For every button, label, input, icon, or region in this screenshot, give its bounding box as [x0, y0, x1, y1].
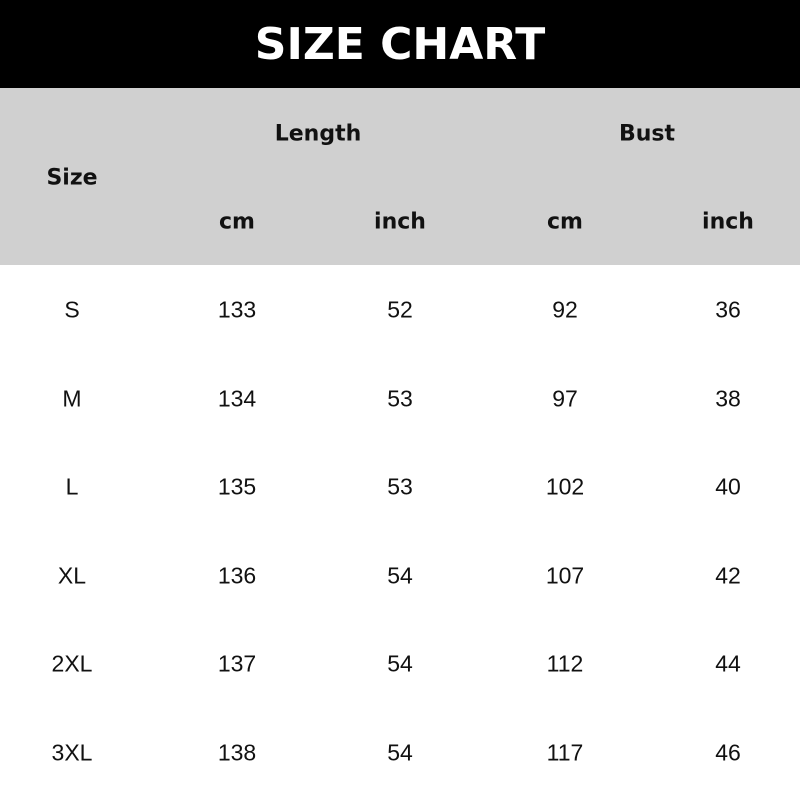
header-bust-cm: cm [547, 209, 583, 235]
cell-bust-cm: 97 [552, 385, 578, 412]
header-length-cm: cm [219, 209, 255, 235]
cell-size: 2XL [51, 650, 93, 677]
title-bar: SIZE CHART [0, 0, 800, 88]
cell-bust-inch: 36 [715, 296, 741, 323]
cell-length-cm: 135 [217, 473, 257, 500]
cell-size: S [64, 296, 80, 323]
cell-length-cm: 137 [217, 650, 257, 677]
cell-bust-cm: 102 [545, 473, 585, 500]
cell-length-inch: 54 [387, 650, 413, 677]
header-bust: Bust [618, 121, 676, 147]
cell-bust-inch: 40 [715, 473, 741, 500]
cell-length-cm: 138 [217, 739, 257, 766]
cell-bust-inch: 46 [715, 739, 741, 766]
cell-size: XL [57, 562, 87, 589]
header-length: Length [274, 121, 362, 147]
cell-length-inch: 53 [387, 385, 413, 412]
cell-size: 3XL [51, 739, 93, 766]
cell-length-cm: 133 [217, 296, 257, 323]
cell-length-inch: 53 [387, 473, 413, 500]
cell-bust-cm: 112 [546, 650, 584, 677]
table-header [0, 88, 800, 265]
cell-length-inch: 54 [387, 562, 413, 589]
cell-bust-cm: 107 [545, 562, 585, 589]
cell-size: L [65, 473, 79, 500]
cell-length-inch: 52 [387, 296, 413, 323]
cell-bust-cm: 117 [546, 739, 584, 766]
cell-bust-inch: 38 [715, 385, 741, 412]
cell-bust-cm: 92 [552, 296, 578, 323]
page-title: SIZE CHART [254, 18, 546, 70]
header-length-inch: inch [374, 209, 426, 235]
cell-length-cm: 136 [217, 562, 257, 589]
cell-size: M [62, 385, 82, 412]
cell-length-cm: 134 [217, 385, 257, 412]
cell-length-inch: 54 [387, 739, 413, 766]
cell-bust-inch: 44 [715, 650, 741, 677]
cell-bust-inch: 42 [715, 562, 741, 589]
header-bust-inch: inch [702, 209, 754, 235]
header-size: Size [46, 165, 98, 191]
